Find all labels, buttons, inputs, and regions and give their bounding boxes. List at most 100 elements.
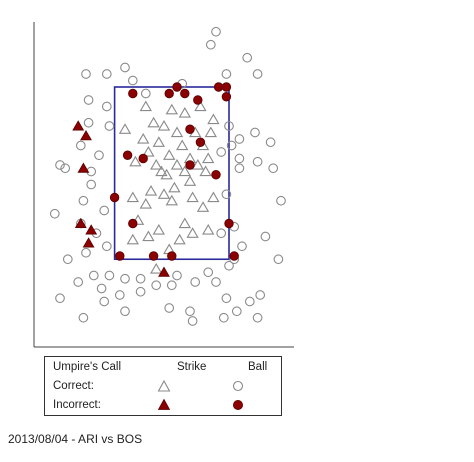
correct-strike-point-19 [129, 155, 142, 167]
incorrect-ball-point-9 [195, 137, 206, 147]
correct-strike-point-38 [178, 217, 191, 229]
correct-ball-point-5 [101, 69, 112, 79]
correct-strike-point-21 [170, 158, 184, 170]
correct-ball-point-10 [140, 88, 151, 99]
correct-ball-point-61 [135, 286, 146, 297]
legend-col-ball: Ball [248, 361, 268, 373]
correct-ball-point-43 [81, 247, 91, 258]
correct-ball-point-50 [104, 270, 115, 281]
incorrect-ball-point-14 [109, 192, 120, 203]
correct-ball-point-29 [268, 163, 279, 174]
correct-strike-point-5 [147, 116, 160, 128]
correct-ball-point-53 [135, 273, 146, 284]
correct-ball-point-14 [83, 117, 94, 128]
correct-ball-point-70 [78, 312, 89, 323]
correct-ball-point-47 [224, 260, 234, 271]
correct-ball-point-69 [231, 306, 242, 317]
legend-row-incorrect: Incorrect: [53, 399, 101, 411]
correct-strike-point-25 [199, 165, 212, 177]
correct-ball-point-31 [221, 189, 232, 200]
game-caption: 2013/08/04 - ARI vs BOS [8, 432, 143, 446]
correct-strike-point-11 [137, 132, 150, 144]
correct-strike-point-30 [157, 188, 171, 199]
correct-ball-point-66 [164, 303, 175, 313]
correct-ball-point-42 [237, 241, 247, 252]
correct-strike-point-42 [173, 233, 186, 245]
pitch-markers [49, 26, 286, 326]
correct-strike-point-18 [202, 152, 215, 164]
correct-strike-point-36 [196, 201, 210, 212]
correct-strike-point-46 [150, 262, 163, 274]
incorrect-strike-point-1 [80, 130, 92, 141]
correct-ball-point-39 [216, 228, 227, 239]
incorrect-strike-point-3 [74, 217, 87, 228]
correct-ball-point-11 [83, 95, 94, 105]
correct-ball-point-74 [252, 312, 263, 323]
correct-ball-point-57 [151, 280, 162, 291]
legend-correct-ball-circle [232, 380, 244, 392]
correct-strike-point-35 [139, 197, 152, 209]
legend-incorrect-strike-triangle [157, 398, 171, 410]
correct-ball-point-3 [120, 62, 130, 73]
correct-ball-point-58 [166, 280, 177, 291]
correct-ball-point-68 [185, 306, 195, 317]
correct-strike-point-32 [186, 191, 199, 203]
incorrect-ball-point-12 [138, 153, 148, 164]
correct-strike-point-20 [150, 158, 163, 170]
correct-ball-point-55 [96, 283, 107, 294]
correct-strike-point-7 [118, 123, 132, 134]
correct-ball-point-12 [101, 101, 112, 112]
correct-ball-point-15 [224, 121, 234, 131]
incorrect-strike-point-0 [72, 120, 85, 131]
correct-strike-point-31 [126, 191, 139, 203]
correct-strike-point-26 [160, 168, 173, 180]
correct-ball-point-54 [73, 277, 84, 287]
incorrect-ball-point-15 [224, 218, 234, 229]
correct-ball-point-18 [265, 137, 276, 148]
correct-ball-point-62 [55, 293, 65, 304]
correct-strike-point-28 [168, 181, 181, 193]
correct-ball-point-60 [211, 277, 221, 287]
correct-ball-point-71 [187, 316, 198, 326]
correct-strike-point-40 [186, 227, 199, 238]
correct-ball-point-59 [190, 277, 201, 287]
correct-ball-point-30 [86, 179, 97, 190]
correct-ball-point-1 [205, 39, 216, 50]
legend: Umpire's Call Strike Ball Correct: Incor… [44, 356, 282, 416]
correct-strike-point-23 [155, 165, 168, 177]
correct-ball-point-56 [114, 290, 125, 300]
correct-strike-point-6 [157, 119, 171, 131]
correct-strike-point-39 [152, 223, 165, 235]
incorrect-ball-point-11 [122, 150, 133, 160]
incorrect-ball-point-1 [213, 82, 224, 92]
correct-strike-point-43 [126, 233, 139, 245]
correct-strike-point-41 [142, 230, 155, 242]
correct-strike-point-3 [178, 106, 191, 118]
correct-strike-point-22 [191, 158, 204, 170]
incorrect-ball-point-5 [164, 88, 174, 99]
correct-strike-point-27 [183, 175, 197, 186]
correct-ball-point-7 [252, 69, 263, 79]
correct-strike-point-1 [165, 103, 178, 115]
correct-ball-point-16 [250, 127, 260, 138]
correct-ball-point-72 [255, 290, 266, 300]
pitch-scatter-plot [33, 22, 294, 348]
correct-ball-point-20 [94, 150, 104, 161]
incorrect-strike-point-5 [82, 237, 95, 248]
correct-strike-point-33 [207, 191, 220, 203]
correct-strike-point-34 [165, 194, 178, 206]
correct-ball-point-64 [221, 293, 232, 304]
incorrect-strike-point-2 [77, 162, 90, 173]
correct-ball-point-49 [88, 270, 99, 281]
correct-ball-point-28 [234, 163, 245, 174]
correct-strike-point-13 [176, 139, 189, 151]
correct-strike-point-0 [139, 100, 152, 112]
correct-ball-point-17 [234, 134, 245, 144]
legend-incorrect-ball-circle [233, 400, 243, 410]
incorrect-ball-point-20 [115, 251, 125, 261]
correct-ball-point-24 [252, 156, 263, 167]
correct-ball-point-67 [120, 306, 130, 317]
incorrect-ball-point-0 [172, 82, 182, 92]
correct-ball-point-8 [127, 75, 138, 86]
correct-ball-point-45 [273, 254, 284, 265]
